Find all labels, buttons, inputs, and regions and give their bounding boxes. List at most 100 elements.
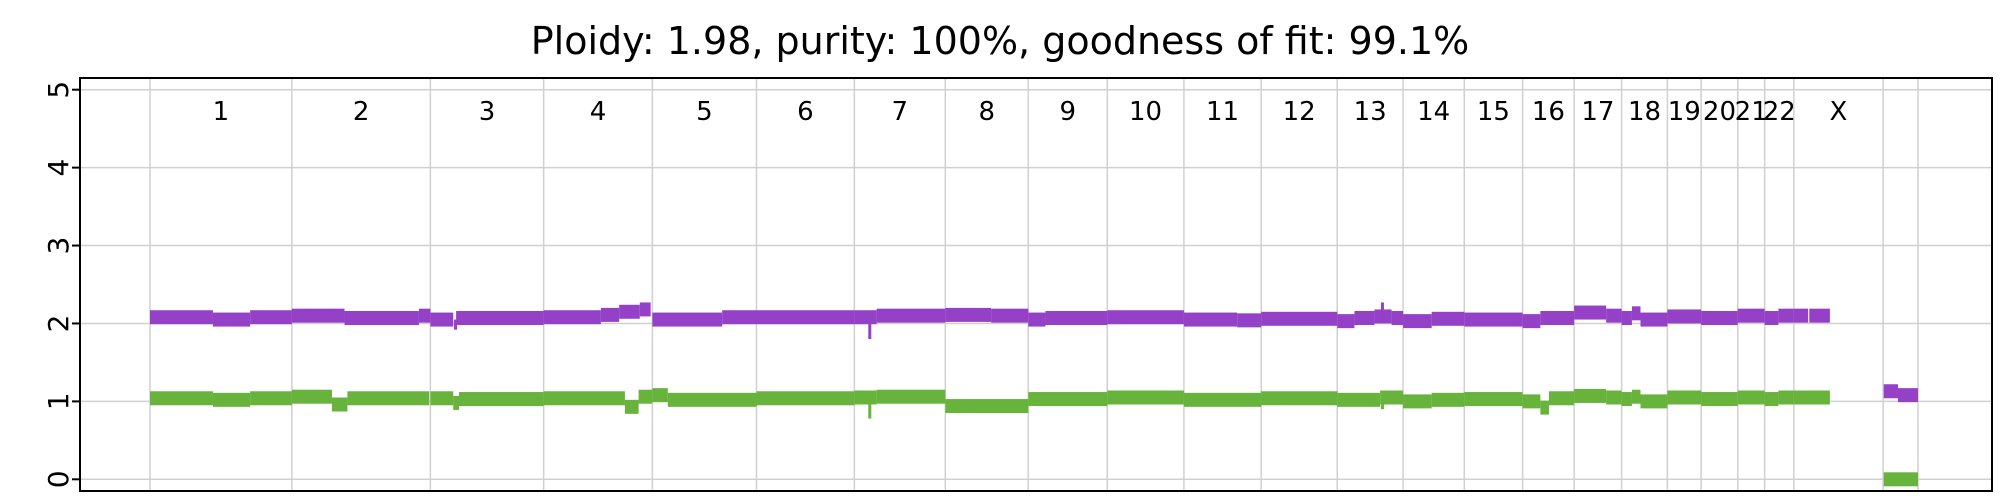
copy-number-segment [1621, 311, 1632, 326]
copy-number-segment [1883, 384, 1898, 399]
copy-number-segment [1793, 390, 1830, 405]
copy-number-segment [1540, 311, 1575, 326]
copy-number-segment [1631, 306, 1641, 321]
copy-number-segment [1809, 308, 1830, 323]
copy-number-segment [1028, 392, 1108, 407]
plot-frame [79, 77, 1993, 492]
chromosome-label-22: 22 [1763, 97, 1796, 127]
copy-number-segment [991, 308, 1029, 323]
copy-number-segment [418, 308, 431, 323]
copy-number-segment [1028, 312, 1046, 327]
copy-number-segment [1640, 394, 1668, 409]
copy-number-segment [1640, 312, 1668, 327]
chromosome-label-15: 15 [1477, 97, 1510, 127]
copy-number-segment [1522, 314, 1541, 329]
copy-number-segment [150, 391, 213, 406]
copy-number-segment [1337, 314, 1355, 329]
copy-number-segment [1464, 392, 1523, 407]
copy-number-segment [1778, 390, 1794, 405]
copy-number-segment [1183, 392, 1262, 407]
copy-number-segment [1631, 389, 1641, 404]
copy-number-segment [1522, 394, 1541, 409]
chromosome-label-14: 14 [1417, 97, 1450, 127]
copy-number-segment [876, 389, 946, 404]
chromosome-label-2: 2 [353, 97, 370, 127]
copy-number-segment [430, 391, 454, 406]
copy-number-segment [652, 388, 668, 403]
copy-number-segment [1380, 390, 1404, 405]
copy-number-segment [600, 307, 620, 322]
copy-number-segment [1667, 390, 1702, 405]
chromosome-label-1: 1 [213, 97, 230, 127]
chromosome-label-18: 18 [1628, 97, 1661, 127]
copy-number-segment [1606, 308, 1622, 323]
copy-number-segment [212, 392, 251, 407]
chromosome-label-9: 9 [1059, 97, 1076, 127]
copy-number-segment [1883, 472, 1918, 487]
copy-number-segment [456, 311, 544, 326]
chromosome-label-12: 12 [1283, 97, 1316, 127]
copy-number-segment [854, 310, 877, 325]
grid-lines [80, 78, 1992, 491]
copy-number-segment [876, 308, 946, 323]
chromosome-label-4: 4 [590, 97, 607, 127]
y-tick-label-5: 5 [42, 81, 75, 99]
chromosome-label-10: 10 [1129, 97, 1162, 127]
copy-number-segment [1107, 390, 1184, 405]
chromosome-label-7: 7 [892, 97, 909, 127]
chromosome-label-17: 17 [1581, 97, 1614, 127]
series-major [150, 302, 1918, 403]
y-tick-label-3: 3 [42, 237, 75, 255]
y-tick-label-1: 1 [42, 392, 75, 410]
copy-number-segment [1464, 312, 1523, 327]
chromosome-label-8: 8 [979, 97, 996, 127]
copy-number-segment [945, 307, 992, 322]
y-axis: 0 1 2 3 4 5 [42, 81, 80, 488]
copy-number-segment [1403, 394, 1432, 409]
copy-number-segment [250, 310, 292, 325]
copy-number-segment [667, 392, 757, 407]
copy-number-segment [639, 302, 651, 317]
copy-number-segment [344, 311, 419, 326]
copy-number-segment [1548, 391, 1575, 406]
copy-number-segment [756, 391, 855, 406]
series-minor [150, 388, 1918, 487]
copy-number-segment [1107, 310, 1184, 325]
copy-number-segment [1778, 308, 1794, 323]
copy-number-segment [458, 392, 544, 407]
copy-number-segment [624, 399, 639, 414]
copy-number-segment [1403, 314, 1432, 329]
chromosome-label-13: 13 [1354, 97, 1387, 127]
copy-number-segment [1431, 392, 1465, 407]
copy-number-segment [1261, 311, 1338, 326]
copy-number-segment [1261, 391, 1338, 406]
copy-number-segment [1391, 311, 1404, 326]
copy-number-segment [1540, 400, 1549, 415]
copy-number-segment [1667, 309, 1702, 324]
copy-number-segment [291, 308, 345, 323]
copy-number-segment [1764, 311, 1779, 326]
chromosome-label-19: 19 [1668, 97, 1701, 127]
copy-number-segment [1045, 311, 1108, 326]
copy-number-segment [1606, 390, 1622, 405]
chart-title: Ploidy: 1.98, purity: 100%, goodness of … [531, 19, 1469, 63]
chromosome-label-X: X [1830, 97, 1848, 127]
chromosome-label-11: 11 [1206, 97, 1239, 127]
copy-number-segment [1337, 392, 1381, 407]
y-tick-label-0: 0 [42, 470, 75, 488]
copy-number-segment [945, 399, 1029, 414]
y-tick-label-2: 2 [42, 315, 75, 333]
copy-number-segment [1701, 392, 1738, 407]
copy-number-segment [1737, 308, 1765, 323]
copy-number-segment [1897, 388, 1918, 403]
copy-number-segment [1737, 390, 1765, 405]
copy-number-segment [854, 390, 877, 405]
copy-number-segment [1237, 313, 1262, 328]
copy-number-segment [722, 310, 855, 325]
copy-number-segment [1354, 311, 1375, 326]
chromosome-label-6: 6 [797, 97, 814, 127]
plot-area [150, 302, 1918, 487]
copy-number-segment [347, 391, 430, 406]
